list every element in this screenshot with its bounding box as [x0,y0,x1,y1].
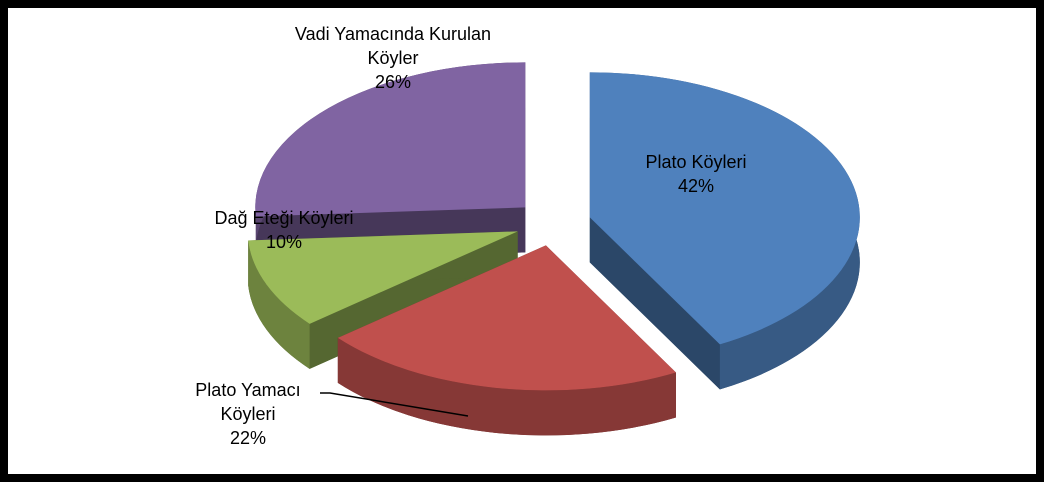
leader-line [320,392,469,417]
slice [589,72,860,345]
data-label: Dağ Eteği Köyleri 10% [164,206,404,254]
slice [255,62,526,217]
data-label: Plato Köyleri 42% [586,150,806,198]
value-label: 42% [677,176,715,196]
slice [337,245,676,391]
slice [248,231,518,324]
category-label: Vadi Yamacında Kurulan Köyler [294,24,492,68]
category-label: Plato Köyleri [645,152,747,172]
category-label: Plato Yamacı Köyleri [195,380,301,424]
slice-side [589,217,720,390]
data-label: Vadi Yamacında Kurulan Köyler 26% [293,22,493,94]
pie [248,62,860,436]
data-label: Plato Yamacı Köyleri 22% [168,378,328,450]
value-label: 22% [229,428,267,448]
slice-wall [248,240,310,369]
category-label: Dağ Eteği Köyleri [214,208,354,228]
value-label: 10% [265,232,303,252]
chart [248,62,860,436]
slice-wall [337,337,676,436]
value-label: 26% [374,72,412,92]
